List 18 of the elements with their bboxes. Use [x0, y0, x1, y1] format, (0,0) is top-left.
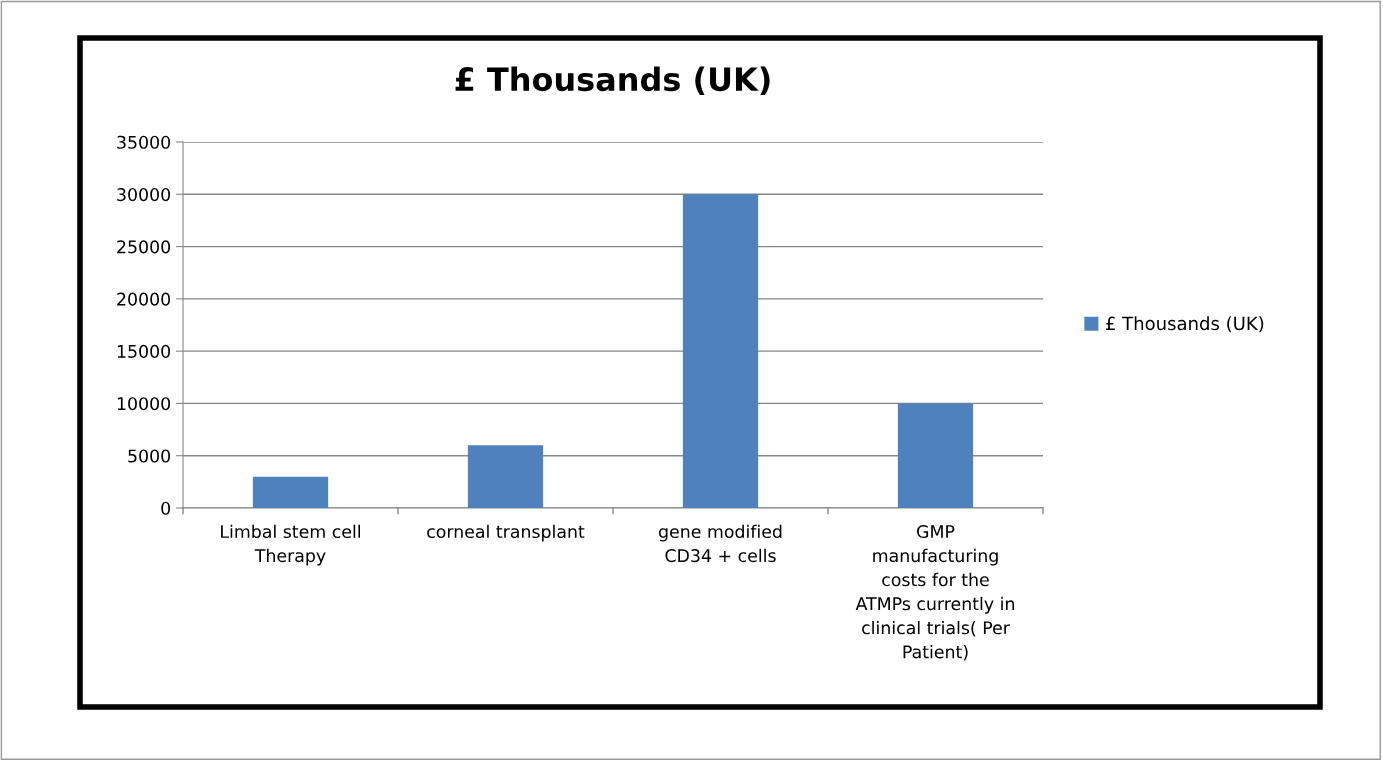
- chart-title: £ Thousands (UK): [455, 66, 770, 96]
- x-tick-label: gene modified CD34 + cells: [659, 524, 782, 563]
- bar: [467, 445, 544, 508]
- legend-label: £ Thousands (UK): [1106, 316, 1264, 333]
- x-tick-label: corneal transplant: [427, 524, 585, 542]
- y-tick-label: 0: [161, 501, 171, 515]
- y-tick-label: 5000: [128, 449, 171, 463]
- x-tick-label: Limbal stem cell Therapy: [221, 524, 360, 566]
- y-tick-label: 15000: [117, 344, 171, 358]
- y-tick-label: 10000: [117, 397, 171, 411]
- bar: [897, 403, 974, 508]
- x-tick-label: GMP manufacturing costs for the ATMPs currently in clinical trials( Per Patient): [855, 524, 1014, 661]
- y-tick-label: 30000: [117, 188, 171, 202]
- bar: [682, 194, 759, 508]
- y-tick-label: 20000: [117, 292, 171, 306]
- bar: [252, 476, 329, 508]
- y-tick-label: 35000: [117, 135, 171, 149]
- y-tick-label: 25000: [117, 240, 171, 254]
